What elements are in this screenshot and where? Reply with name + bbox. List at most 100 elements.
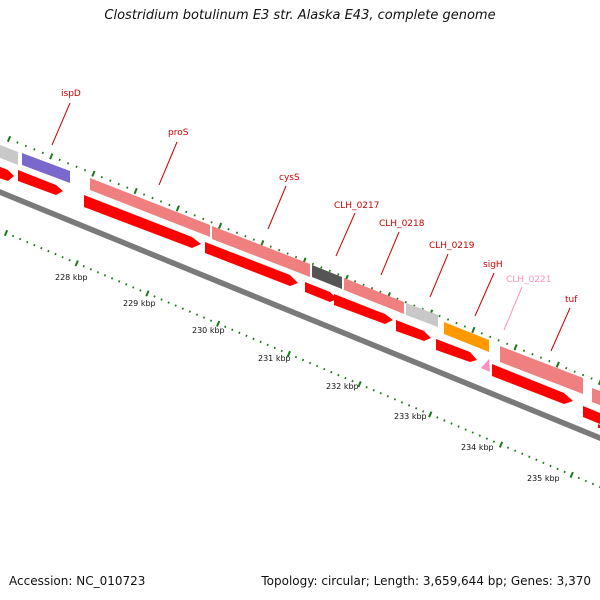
- feature-sigH[interactable]: [444, 322, 489, 352]
- cds-arrow-ispD[interactable]: [18, 170, 63, 195]
- gene-label-CLH_0218[interactable]: CLH_0218: [379, 219, 425, 229]
- feature-ispD[interactable]: [22, 153, 70, 183]
- lower-minor-tick: [372, 389, 375, 392]
- cds-arrow-tuf[interactable]: [492, 364, 573, 404]
- leader-sigH: [474, 272, 495, 317]
- lower-major-tick: [3, 229, 9, 237]
- upper-minor-tick: [168, 203, 171, 207]
- lower-minor-tick: [563, 470, 566, 474]
- lower-minor-tick: [273, 346, 276, 350]
- cds-arrow-sigH[interactable]: [436, 339, 477, 362]
- leader-tuf: [550, 307, 571, 352]
- feature-CLH_0217[interactable]: [312, 265, 342, 289]
- lower-minor-tick: [118, 280, 121, 283]
- upper-major-tick: [91, 170, 96, 177]
- cds-arrow-right[interactable]: [583, 406, 600, 424]
- upper-minor-tick: [455, 321, 458, 325]
- upper-minor-tick: [16, 141, 19, 144]
- lower-minor-tick: [125, 283, 128, 286]
- lower-minor-tick: [415, 407, 418, 410]
- upper-minor-tick: [83, 169, 87, 172]
- lower-minor-tick: [422, 410, 425, 413]
- upper-major-tick: [597, 379, 600, 386]
- leader-ispD: [51, 102, 71, 146]
- gene-label-tuf[interactable]: tuf: [565, 295, 578, 305]
- upper-minor-tick: [286, 252, 289, 255]
- feature-cysS[interactable]: [212, 226, 310, 277]
- lower-minor-tick: [443, 419, 446, 422]
- lower-minor-tick: [82, 265, 85, 268]
- gene-label-CLH_0219[interactable]: CLH_0219: [429, 241, 475, 251]
- lower-minor-tick: [245, 334, 248, 338]
- gene-label-CLH_0217[interactable]: CLH_0217: [334, 201, 379, 211]
- lower-minor-tick: [153, 295, 156, 298]
- lower-major-tick: [569, 471, 574, 479]
- upper-minor-tick: [522, 349, 526, 352]
- upper-major-tick: [260, 239, 265, 247]
- lower-minor-tick: [238, 331, 241, 335]
- upper-minor-tick: [252, 238, 255, 241]
- upper-minor-tick: [320, 266, 323, 269]
- feature-gray-left[interactable]: [0, 141, 18, 165]
- upper-minor-tick: [33, 148, 36, 151]
- gene-labels: ispD proS cysS CLH_0217 CLH_0218 CLH_021…: [51, 89, 578, 352]
- upper-minor-tick: [109, 179, 112, 182]
- gene-label-CLH_0221[interactable]: CLH_0221: [506, 275, 551, 285]
- cds-arrow-CLH_0217[interactable]: [305, 282, 337, 302]
- leader-CLH_0219: [429, 253, 449, 298]
- gene-label-ispD[interactable]: ispD: [61, 89, 81, 99]
- lower-minor-tick: [224, 325, 227, 328]
- feature-proS[interactable]: [90, 178, 210, 237]
- upper-minor-tick: [41, 151, 44, 155]
- upper-major-tick: [6, 135, 12, 143]
- lower-minor-tick: [492, 440, 496, 443]
- cds-arrow-cysS[interactable]: [205, 242, 298, 286]
- accession-label: Accession: NC_010723: [9, 574, 146, 588]
- lower-minor-tick: [280, 349, 283, 353]
- lower-minor-tick: [96, 271, 100, 274]
- feature-right-edge[interactable]: [592, 388, 600, 405]
- lower-minor-tick: [103, 274, 107, 277]
- gene-label-proS[interactable]: proS: [168, 128, 189, 138]
- upper-major-tick: [218, 222, 223, 229]
- lower-major-tick: [216, 320, 221, 327]
- lower-minor-tick: [167, 301, 170, 304]
- lower-minor-tick: [19, 237, 22, 241]
- upper-minor-tick: [573, 370, 576, 373]
- lower-minor-tick: [478, 434, 481, 437]
- lower-minor-tick: [506, 446, 510, 449]
- upper-minor-tick: [328, 269, 331, 273]
- lower-minor-tick: [160, 298, 163, 301]
- lower-minor-tick: [330, 370, 333, 374]
- lower-minor-tick: [266, 343, 269, 347]
- cds-arrow-CLH_0219[interactable]: [396, 320, 431, 341]
- tick-row-lower: [3, 229, 600, 489]
- lower-major-tick: [428, 411, 433, 418]
- lower-minor-tick: [344, 376, 347, 380]
- pseudo-gene-CLH_0221[interactable]: [481, 359, 490, 372]
- lower-minor-tick: [407, 404, 411, 407]
- lower-minor-tick: [351, 379, 354, 383]
- kbp-label-229: 229 kbp: [123, 299, 156, 308]
- upper-minor-tick: [480, 332, 483, 335]
- leader-CLH_0217: [335, 212, 356, 257]
- upper-minor-tick: [497, 339, 500, 342]
- feature-CLH_0219[interactable]: [406, 303, 438, 327]
- lower-minor-tick: [386, 395, 389, 398]
- cds-arrow-proS[interactable]: [84, 195, 201, 248]
- upper-minor-tick: [142, 193, 146, 196]
- lower-minor-tick: [202, 316, 206, 319]
- feature-tuf[interactable]: [500, 346, 583, 394]
- upper-minor-tick: [370, 287, 374, 290]
- gene-label-sigH[interactable]: sigH: [483, 260, 503, 270]
- lower-minor-tick: [591, 482, 595, 486]
- upper-minor-tick: [539, 356, 543, 359]
- leader-CLH_0218: [380, 231, 400, 276]
- cds-arrow-CLH_0218[interactable]: [334, 294, 393, 324]
- upper-minor-tick: [489, 335, 492, 339]
- upper-minor-tick: [66, 162, 70, 165]
- cds-arrow-left[interactable]: [0, 163, 14, 181]
- gene-label-cysS[interactable]: cysS: [279, 173, 300, 183]
- feature-CLH_0218[interactable]: [344, 278, 404, 314]
